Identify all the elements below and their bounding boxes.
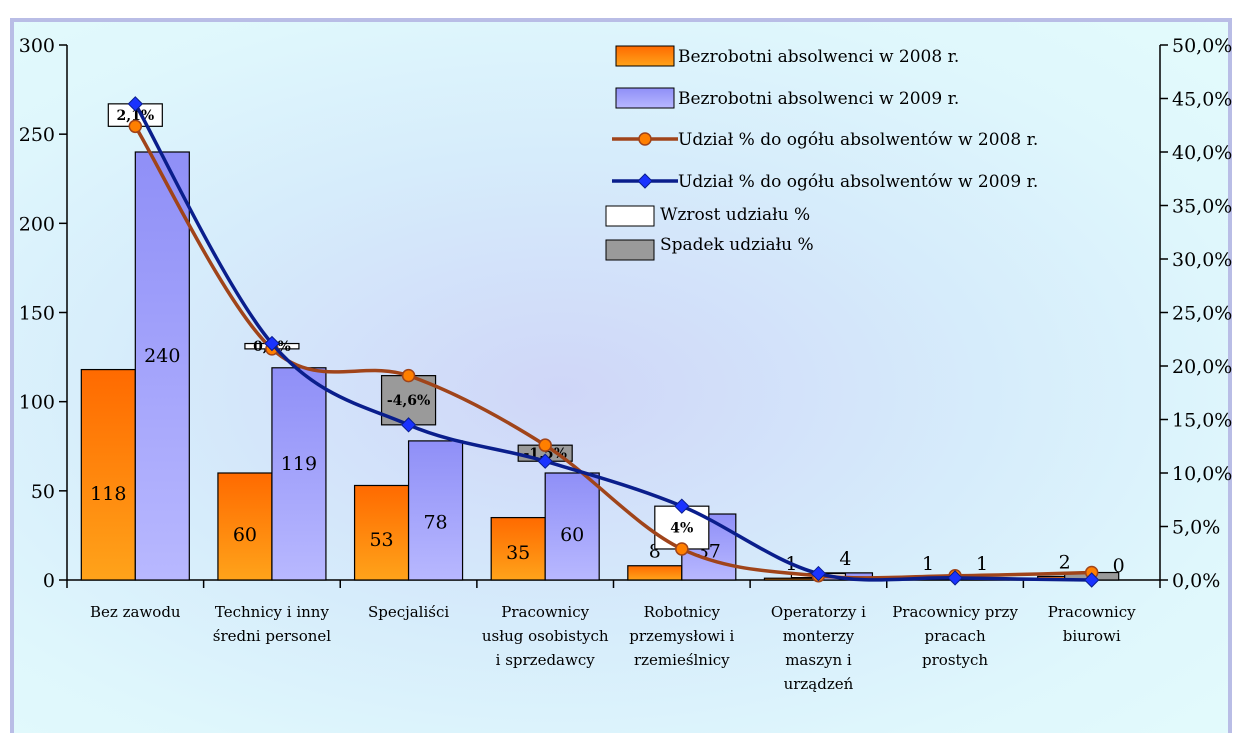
point-2008	[401, 368, 416, 383]
point-2009	[127, 96, 144, 112]
legend-label: Udział % do ogółu absolwentów w 2009 r.	[678, 172, 1038, 192]
point-2009	[537, 453, 553, 469]
bar-2008-label: 60	[233, 524, 257, 546]
left-tick-label: 300	[19, 35, 55, 57]
category-label-line: Pracownicy	[501, 603, 589, 621]
legend-swatch-2009	[615, 87, 675, 109]
legend-swatch-decrease	[605, 239, 655, 261]
bar-2009	[271, 367, 327, 581]
right-tick-label: 10,0%	[1172, 463, 1232, 485]
right-tick-label: 40,0%	[1172, 142, 1232, 164]
bar-2008	[627, 565, 683, 581]
left-tick-label: 150	[19, 303, 55, 325]
category-label-line: Pracownicy	[1048, 603, 1136, 621]
category-label-line: usług osobistych	[482, 627, 609, 645]
category-label-line: maszyn i	[785, 651, 852, 669]
legend-label-increase: Wzrost udziału %	[660, 205, 810, 225]
left-tick-label: 200	[19, 213, 55, 235]
legend-swatch-2008	[615, 45, 675, 67]
category-label: Pracownicy biurowi	[1048, 603, 1136, 645]
change-label: 4%	[670, 521, 693, 537]
bar-2008	[80, 368, 136, 581]
legend-marker-2008	[638, 132, 652, 146]
category-label: Technicy i inny średni personel	[213, 603, 331, 645]
bar-2009-label: 119	[281, 453, 317, 475]
right-tick-label: 0,0%	[1172, 570, 1220, 592]
bar-2008	[353, 484, 410, 581]
category-label-line: Operatorzy i	[771, 603, 866, 621]
category-label: Robotnicy przemysłowi i rzemieślnicy	[629, 603, 734, 669]
right-tick-label: 35,0%	[1172, 196, 1232, 218]
right-tick-label: 20,0%	[1172, 356, 1232, 378]
point-2009	[264, 335, 280, 352]
point-2009	[1083, 572, 1100, 588]
left-tick-label: 100	[19, 392, 55, 414]
legend-swatch-increase	[605, 205, 655, 227]
right-tick-label: 50,0%	[1172, 35, 1232, 57]
category-label: Specjaliści	[368, 603, 449, 621]
bar-2009-label: 78	[423, 511, 447, 533]
category-label-line: Robotnicy	[644, 603, 721, 621]
point-2009	[674, 498, 690, 514]
category-label-line: rzemieślnicy	[634, 651, 730, 669]
point-2009	[810, 565, 827, 582]
category-label-line: prostych	[922, 651, 988, 669]
bar-2009-label: 0	[1113, 555, 1125, 577]
bar-2008	[217, 472, 273, 581]
category-label: Pracownicy usług osobistych i sprzedawcy	[482, 603, 609, 669]
category-label-line: i sprzedawcy	[496, 651, 596, 669]
category-label-line: Bez zawodu	[90, 603, 181, 621]
left-tick-label: 50	[31, 481, 55, 503]
category-label-line: pracach	[925, 627, 986, 645]
legend-label: Udział % do ogółu absolwentów w 2008 r.	[678, 130, 1038, 150]
legend-label: Bezrobotni absolwenci w 2008 r.	[678, 47, 959, 67]
category-label-line: Pracownicy przy	[892, 603, 1018, 621]
point-2008	[538, 438, 552, 452]
bar-2009-label: 1	[976, 553, 988, 575]
category-label-line: średni personel	[213, 627, 331, 645]
category-label-line: przemysłowi i	[629, 627, 734, 645]
chart-area	[10, 18, 1232, 733]
bar-2009-label: 60	[560, 524, 584, 546]
category-label-line: Technicy i inny	[215, 603, 330, 621]
change-label: -4,6%	[387, 393, 430, 409]
right-tick-label: 25,0%	[1172, 303, 1232, 325]
bar-2009	[407, 440, 464, 581]
category-label: Bez zawodu	[90, 603, 181, 621]
bar-2008-label: 118	[90, 483, 126, 505]
category-label-line: Specjaliści	[368, 603, 449, 621]
legend-label-decrease: Spadek udziału %	[660, 235, 814, 255]
point-2009	[400, 417, 417, 433]
right-tick-label: 15,0%	[1172, 410, 1232, 432]
category-label: Operatorzy i monterzy maszyn i urządzeń	[771, 603, 866, 693]
bar-2008	[763, 577, 820, 581]
point-2008	[675, 542, 689, 556]
legend-marker-2009	[637, 173, 653, 189]
left-tick-label: 250	[19, 124, 55, 146]
point-2008	[128, 119, 143, 134]
legend-label: Bezrobotni absolwenci w 2009 r.	[678, 89, 959, 109]
category-label: Pracownicy przy pracach prostych	[892, 603, 1018, 669]
bar-2008-label: 2	[1059, 551, 1071, 573]
right-tick-label: 45,0%	[1172, 89, 1232, 111]
right-tick-label: 5,0%	[1172, 517, 1220, 539]
bar-2009	[134, 151, 190, 581]
bar-2008-label: 35	[506, 542, 530, 564]
bar-2008-label: 53	[369, 529, 393, 551]
category-label-line: biurowi	[1063, 627, 1121, 645]
bar-2009	[544, 472, 600, 581]
bar-2009-label: 4	[839, 548, 851, 570]
category-label-line: monterzy	[783, 627, 855, 645]
point-2009	[947, 570, 963, 586]
bar-2009-label: 240	[144, 345, 180, 367]
bar-2008-label: 1	[922, 553, 934, 575]
bar-2008	[490, 516, 546, 581]
left-tick-label: 0	[43, 570, 55, 592]
right-tick-label: 30,0%	[1172, 249, 1232, 271]
category-label-line: urządzeń	[784, 675, 854, 693]
